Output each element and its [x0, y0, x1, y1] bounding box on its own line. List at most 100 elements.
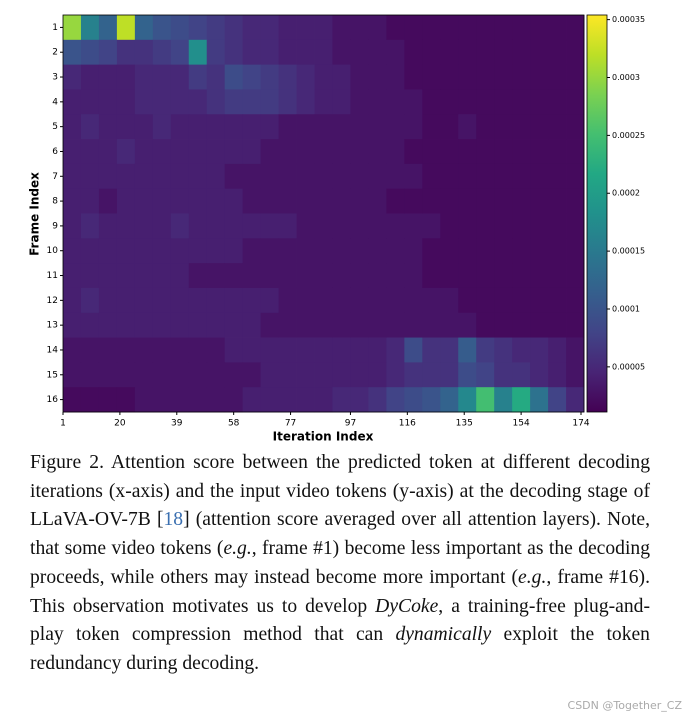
heatmap-cell — [278, 139, 297, 165]
heatmap-cell — [63, 114, 82, 140]
heatmap-cell — [296, 287, 315, 314]
heatmap-cell — [566, 89, 585, 115]
heatmap-cell — [566, 114, 585, 140]
heatmap-cell — [566, 287, 585, 314]
heatmap-cell — [63, 139, 82, 165]
heatmap-cell — [188, 238, 208, 264]
heatmap-cell — [98, 238, 118, 264]
heatmap-cell — [170, 15, 190, 41]
heatmap-cell — [188, 287, 208, 314]
heatmap-cell — [350, 362, 369, 388]
heatmap-cell — [98, 15, 118, 41]
heatmap-cell — [278, 387, 297, 413]
heatmap-cell — [188, 89, 208, 115]
heatmap-cell — [422, 287, 441, 314]
heatmap-cell — [494, 15, 513, 41]
heatmap-cell — [170, 89, 190, 115]
heatmap-cell — [476, 263, 495, 289]
heatmap-cell — [512, 64, 531, 90]
heatmap-cell — [152, 213, 172, 239]
heatmap-cell — [170, 64, 190, 90]
heatmap-cell — [134, 64, 154, 90]
heatmap-cell — [458, 163, 477, 190]
heatmap-cell — [476, 114, 495, 140]
heatmap-cell — [152, 139, 172, 165]
y-tick-label: 15 — [47, 370, 58, 380]
heatmap-cell — [116, 213, 136, 239]
heatmap-cell — [350, 213, 369, 239]
y-tick-label: 14 — [47, 345, 59, 355]
caption-text: , a training-free plug-and-play token co… — [30, 595, 650, 646]
heatmap-cell — [224, 15, 244, 41]
heatmap-cell — [476, 15, 495, 41]
heatmap-cell — [134, 15, 154, 41]
caption-text[interactable]: 18 — [163, 509, 184, 531]
heatmap-cell — [548, 188, 567, 214]
heatmap-cell — [350, 39, 369, 66]
heatmap-cell — [368, 387, 387, 413]
heatmap-cell — [530, 263, 549, 289]
heatmap-cell — [314, 362, 333, 388]
heatmap-cell — [458, 64, 477, 90]
heatmap-cell — [476, 163, 495, 190]
heatmap-cell — [512, 139, 531, 165]
heatmap-cell — [476, 139, 495, 165]
heatmap-cell — [530, 39, 549, 66]
heatmap-cell — [188, 188, 208, 214]
heatmap-cell — [404, 39, 423, 66]
heatmap-cell — [116, 64, 136, 90]
heatmap-cell — [116, 163, 136, 190]
heatmap-cell — [224, 312, 244, 338]
heatmap-cell — [404, 263, 423, 289]
heatmap-cell — [548, 263, 567, 289]
heatmap-cell — [314, 387, 333, 413]
heatmap-cell — [512, 213, 531, 239]
heatmap-cell — [80, 64, 100, 90]
y-tick-label: 13 — [47, 321, 58, 331]
heatmap-cell — [404, 188, 423, 214]
heatmap-cell — [530, 188, 549, 214]
heatmap-cell — [314, 238, 333, 264]
heatmap-cell — [134, 337, 154, 363]
heatmap-cell — [63, 15, 82, 41]
heatmap-cell — [386, 188, 405, 214]
heatmap-cell — [260, 362, 279, 388]
heatmap-cell — [566, 163, 585, 190]
heatmap-cell — [278, 15, 297, 41]
heatmap-cell — [116, 188, 136, 214]
heatmap-cell — [260, 213, 279, 239]
heatmap-cell — [530, 337, 549, 363]
heatmap-cell — [332, 387, 351, 413]
heatmap-cell — [368, 362, 387, 388]
heatmap-cell — [116, 337, 136, 363]
heatmap-cell — [350, 163, 369, 190]
heatmap-cell — [188, 337, 208, 363]
heatmap-cell — [170, 188, 190, 214]
y-tick-label: 10 — [47, 246, 59, 256]
heatmap-cell — [188, 362, 208, 388]
caption-text: dynamically — [395, 624, 492, 646]
heatmap-cell — [530, 163, 549, 190]
heatmap-cell — [314, 15, 333, 41]
heatmap-cell — [368, 15, 387, 41]
heatmap-cell — [386, 362, 405, 388]
heatmap-cell — [476, 387, 495, 413]
heatmap-cell — [494, 163, 513, 190]
heatmap-cell — [170, 139, 190, 165]
heatmap-cell — [224, 64, 244, 90]
heatmap-cell — [422, 188, 441, 214]
heatmap-cell — [530, 15, 549, 41]
heatmap-cell — [260, 312, 279, 338]
heatmap-cell — [170, 387, 190, 413]
heatmap-cell — [530, 238, 549, 264]
heatmap-cell — [494, 362, 513, 388]
x-tick-label: 154 — [513, 419, 530, 429]
heatmap-cell — [278, 337, 297, 363]
heatmap-cell — [116, 114, 136, 140]
heatmap-cell — [224, 263, 244, 289]
heatmap-cell — [206, 163, 226, 190]
heatmap-cell — [566, 188, 585, 214]
heatmap-cell — [242, 139, 262, 165]
heatmap-cell — [170, 287, 190, 314]
heatmap-cell — [224, 387, 244, 413]
